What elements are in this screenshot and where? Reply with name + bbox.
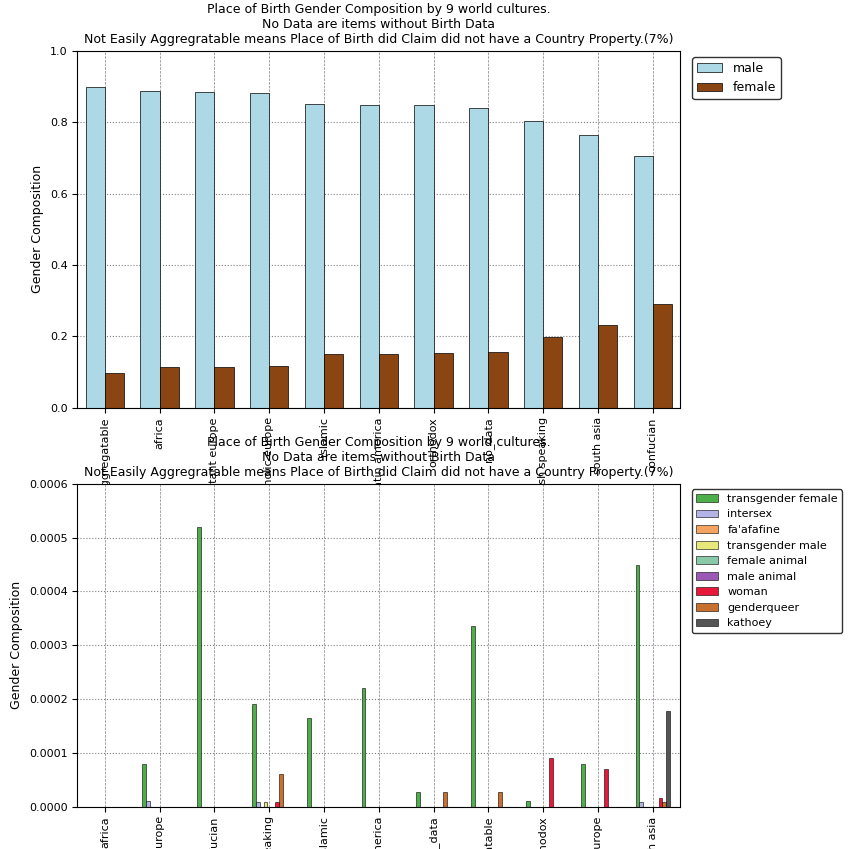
Bar	[379, 354, 398, 408]
Bar	[146, 801, 150, 807]
Bar	[252, 705, 256, 807]
Bar	[543, 336, 562, 408]
Bar	[307, 718, 311, 807]
Title: Place of Birth Gender Composition by 9 world cultures.
No Data are items without: Place of Birth Gender Composition by 9 w…	[84, 3, 673, 46]
Bar	[434, 353, 453, 408]
Legend: transgender female, intersex, fa'afafine, transgender male, female animal, male : transgender female, intersex, fa'afafine…	[691, 490, 842, 633]
Bar	[549, 758, 553, 807]
Bar	[524, 121, 543, 408]
Bar	[634, 155, 653, 408]
Bar	[469, 108, 488, 408]
Bar	[197, 527, 201, 807]
Bar	[580, 763, 585, 807]
Y-axis label: Gender Composition: Gender Composition	[32, 166, 45, 293]
Bar	[195, 93, 214, 408]
Title: Place of Birth Gender Composition by 9 world cultures.
No Data are items without: Place of Birth Gender Composition by 9 w…	[84, 436, 673, 479]
Bar	[279, 774, 282, 807]
Bar	[140, 91, 159, 408]
Bar	[142, 763, 146, 807]
Bar	[275, 801, 279, 807]
Bar	[653, 304, 672, 408]
Bar	[269, 366, 288, 408]
Bar	[659, 798, 662, 807]
Bar	[635, 565, 640, 807]
Bar	[256, 801, 260, 807]
Bar	[471, 627, 475, 807]
Bar	[640, 801, 643, 807]
Bar	[443, 792, 447, 807]
Bar	[526, 801, 530, 807]
Bar	[159, 368, 179, 408]
Bar	[414, 105, 434, 408]
X-axis label: culture_name: culture_name	[336, 557, 422, 570]
Bar	[105, 373, 124, 408]
Y-axis label: Gender Composition: Gender Composition	[10, 582, 23, 709]
Bar	[324, 354, 344, 408]
Bar	[579, 135, 598, 408]
Bar	[662, 801, 666, 807]
Bar	[488, 351, 508, 408]
Bar	[263, 801, 267, 807]
Bar	[417, 792, 420, 807]
Bar	[360, 104, 379, 408]
Bar	[214, 368, 233, 408]
Bar	[362, 689, 365, 807]
Bar	[86, 87, 105, 408]
Legend: male, female: male, female	[692, 57, 781, 99]
Bar	[498, 792, 502, 807]
Bar	[604, 769, 608, 807]
Bar	[250, 93, 269, 408]
Bar	[598, 325, 617, 408]
Bar	[666, 711, 670, 807]
Bar	[305, 104, 324, 408]
